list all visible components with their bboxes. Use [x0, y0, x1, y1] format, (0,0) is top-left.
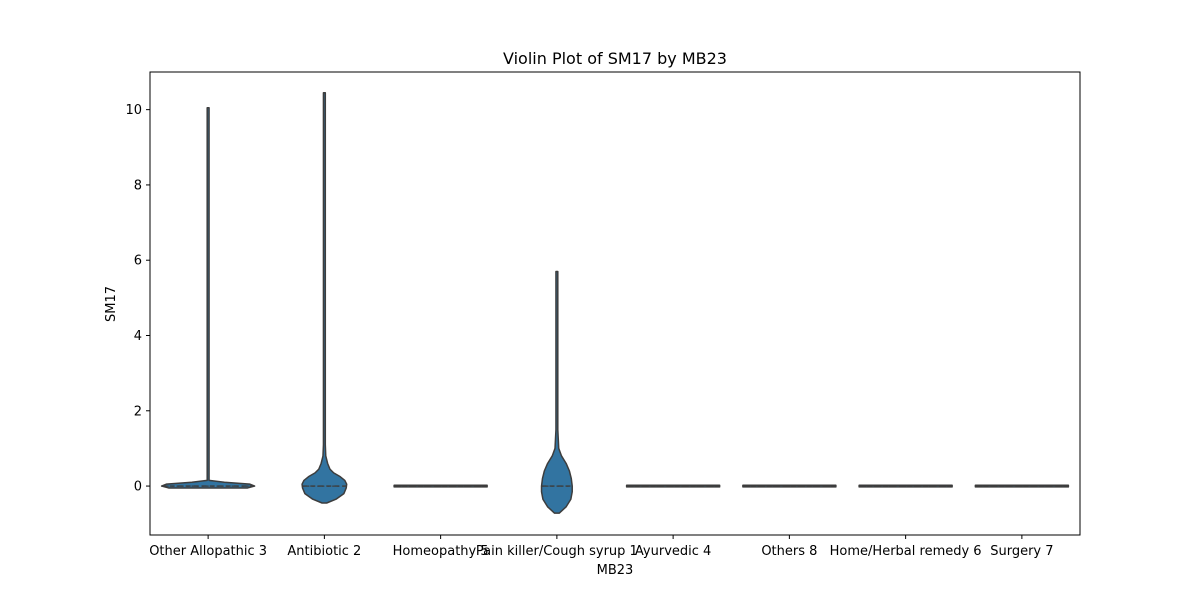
y-tick-label: 2	[134, 404, 142, 419]
y-tick-label: 10	[125, 103, 142, 118]
violin-body	[540, 270, 573, 514]
x-axis-label: MB23	[597, 563, 634, 578]
violin-body	[160, 107, 256, 489]
x-tick-label: Ayurvedic 4	[635, 544, 711, 559]
y-tick-label: 6	[134, 254, 142, 269]
y-tick-label: 4	[134, 329, 142, 344]
chart-title: Violin Plot of SM17 by MB23	[503, 49, 727, 68]
x-tick-label: Others 8	[761, 544, 817, 559]
y-tick-label: 8	[134, 178, 142, 193]
x-tick-label: Home/Herbal remedy 6	[830, 544, 982, 559]
y-axis: 0 2 4 6 8 10	[125, 103, 150, 495]
x-axis: Other Allopathic 3 Antibiotic 2 Homeopathy…	[149, 535, 1054, 559]
y-tick-label: 0	[134, 480, 142, 495]
x-tick-label: Other Allopathic 3	[149, 544, 267, 559]
x-tick-label: Antibiotic 2	[287, 544, 361, 559]
x-tick-label: Surgery 7	[990, 544, 1053, 559]
violin-body	[301, 91, 348, 504]
x-tick-label: Pain killer/Cough syrup 1	[476, 544, 638, 559]
violins	[160, 91, 1070, 514]
plot-frame	[149, 71, 1081, 536]
x-tick-label: Homeopathy 5	[393, 544, 489, 559]
y-axis-label: SM17	[104, 286, 119, 322]
